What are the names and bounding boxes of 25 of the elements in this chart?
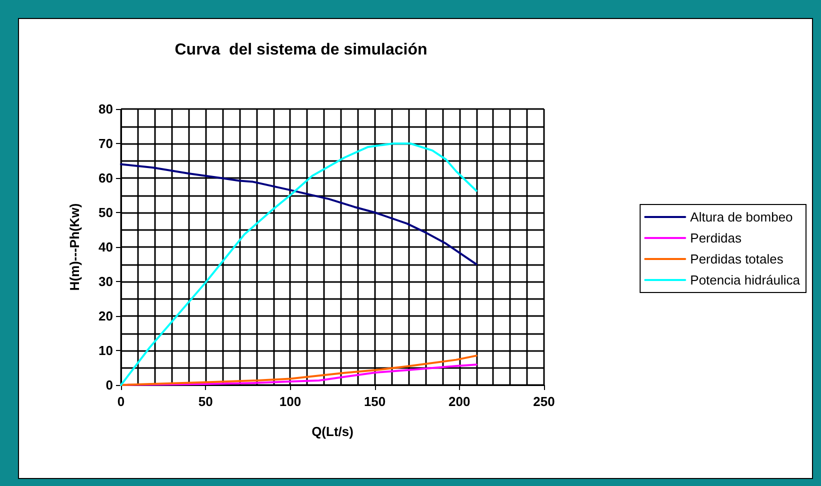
y-tick-label: 30 [98,274,113,289]
y-tick-label: 60 [98,170,113,186]
line-series [120,142,478,386]
y-tick-label: 80 [98,102,113,116]
chart-title: Curva del sistema de simulación [174,42,428,58]
x-tick-label: 250 [533,394,555,409]
x-tick-label: 50 [198,394,213,409]
y-tick-label: 20 [98,308,113,324]
y-tick-label: 70 [98,136,113,151]
legend-label: Potencia hidráulica [690,272,801,288]
y-axis-title: H(m)---Ph(Kw) [67,203,82,291]
x-tick-label: 150 [364,394,386,409]
legend-label: Altura de bombeo [690,210,793,224]
x-tick-label: 200 [448,394,470,409]
legend-label: Perdidas [690,230,742,246]
y-tick-label: 50 [98,205,113,220]
x-tick-label: 100 [279,394,302,409]
x-axis-title: Q(Lt/s) [312,424,354,439]
line-series [120,163,478,266]
x-tick-label: 0 [117,394,125,409]
legend-label: Perdidas totales [690,252,784,266]
y-tick-label: 0 [106,378,113,392]
line-series [120,354,478,386]
y-tick-label: 10 [98,343,113,358]
y-tick-label: 40 [98,240,113,254]
